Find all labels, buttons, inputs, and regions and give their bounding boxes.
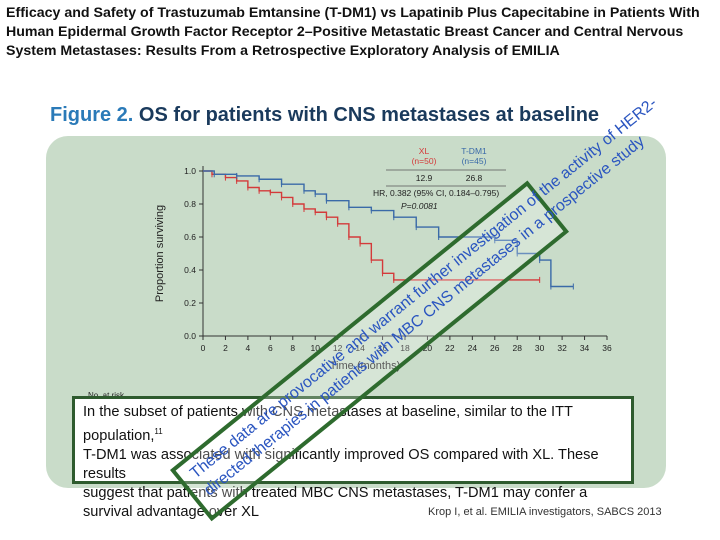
x-tick-label: 2	[223, 343, 228, 353]
x-tick-label: 0	[201, 343, 206, 353]
x-tick-label: 22	[445, 343, 455, 353]
x-tick-label: 32	[557, 343, 567, 353]
summary-text: In the subset of patients with CNS metas…	[83, 403, 623, 522]
hr-annotation: HR, 0.382 (95% CI, 0.184–0.795)	[373, 188, 499, 198]
summary-line-1: In the subset of patients with CNS metas…	[83, 404, 573, 444]
x-tick-label: 8	[290, 343, 295, 353]
legend-n: (n=45)	[462, 156, 487, 166]
main-title: Efficacy and Safety of Trastuzumab Emtan…	[6, 5, 700, 59]
figure-heading: Figure 2. OS for patients with CNS metas…	[50, 104, 599, 127]
y-tick-label: 0.6	[184, 232, 196, 242]
legend-entry: XL	[419, 146, 430, 156]
summary-line-2: T-DM1 was associated with significantly …	[83, 446, 599, 482]
x-axis-label: Time (months)	[330, 360, 401, 372]
summary-ref: 11	[154, 427, 163, 436]
x-tick-label: 16	[378, 343, 388, 353]
y-axis-label: Proportion surviving	[154, 205, 166, 302]
x-tick-label: 18	[400, 343, 410, 353]
x-tick-label: 10	[310, 343, 320, 353]
y-tick-label: 0.2	[184, 298, 196, 308]
citation: Krop I, et al. EMILIA investigators, SAB…	[428, 506, 662, 518]
x-tick-label: 24	[468, 343, 478, 353]
x-tick-label: 12	[333, 343, 343, 353]
x-tick-label: 34	[580, 343, 590, 353]
y-tick-label: 0.8	[184, 199, 196, 209]
x-tick-label: 26	[490, 343, 500, 353]
median-value: 12.9	[416, 173, 433, 183]
figure-label: Figure 2.	[50, 104, 134, 126]
x-tick-label: 30	[535, 343, 545, 353]
at-risk-label: No. at risk	[88, 391, 125, 396]
y-tick-label: 1.0	[184, 166, 196, 176]
y-tick-label: 0.0	[184, 331, 196, 341]
y-tick-label: 0.4	[184, 265, 196, 275]
figure-heading-text: OS for patients with CNS metastases at b…	[138, 104, 600, 126]
median-value: 26.8	[466, 173, 483, 183]
x-tick-label: 14	[355, 343, 365, 353]
survival-plot: 0 2 4 6 8 10 12 14 16 18 20 22 24 26 28 30 32 34 360.00.20…	[88, 146, 612, 396]
p-value-annotation: P=0.0081	[401, 201, 438, 211]
x-tick-label: 36	[602, 343, 612, 353]
summary-line-3: suggest that patients with treated MBC C…	[83, 484, 588, 501]
legend-n: (n=50)	[412, 156, 437, 166]
summary-box: In the subset of patients with CNS metas…	[72, 396, 634, 520]
x-tick-label: 6	[268, 343, 273, 353]
summary-line-4: survival advantage over XL	[83, 503, 260, 520]
x-tick-label: 4	[246, 343, 251, 353]
x-tick-label: 28	[512, 343, 522, 353]
legend-entry: T-DM1	[461, 146, 487, 156]
x-tick-label: 20	[423, 343, 433, 353]
